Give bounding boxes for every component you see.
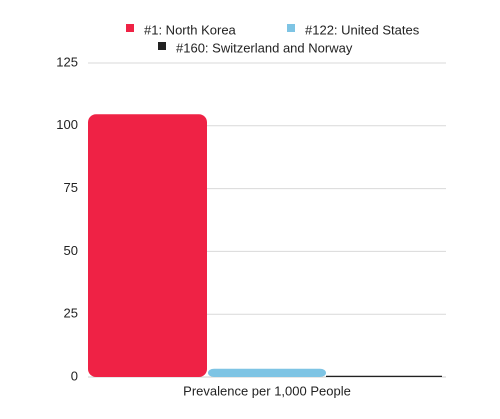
- y-tick-label: 25: [64, 306, 78, 321]
- bar-switzerland-norway: [326, 375, 442, 377]
- legend-swatch-north-korea: [126, 24, 134, 32]
- y-tick-label: 0: [71, 368, 78, 383]
- legend: #1: North Korea #122: United States #160…: [126, 22, 420, 55]
- legend-swatch-united-states: [287, 24, 295, 32]
- bar-north-korea: [88, 114, 207, 377]
- legend-label-united-states: #122: United States: [305, 22, 420, 37]
- bars: [88, 114, 442, 377]
- legend-label-switzerland-norway: #160: Switzerland and Norway: [176, 40, 353, 55]
- y-tick-label: 100: [56, 117, 78, 132]
- legend-label-north-korea: #1: North Korea: [144, 22, 237, 37]
- y-tick-label: 50: [64, 243, 78, 258]
- y-axis: 0 25 50 75 100 125: [56, 54, 78, 383]
- y-tick-label: 125: [56, 54, 78, 69]
- legend-swatch-switzerland-norway: [158, 42, 166, 50]
- y-tick-label: 75: [64, 180, 78, 195]
- x-axis-label: Prevalence per 1,000 People: [183, 383, 351, 398]
- bar-united-states: [208, 368, 326, 377]
